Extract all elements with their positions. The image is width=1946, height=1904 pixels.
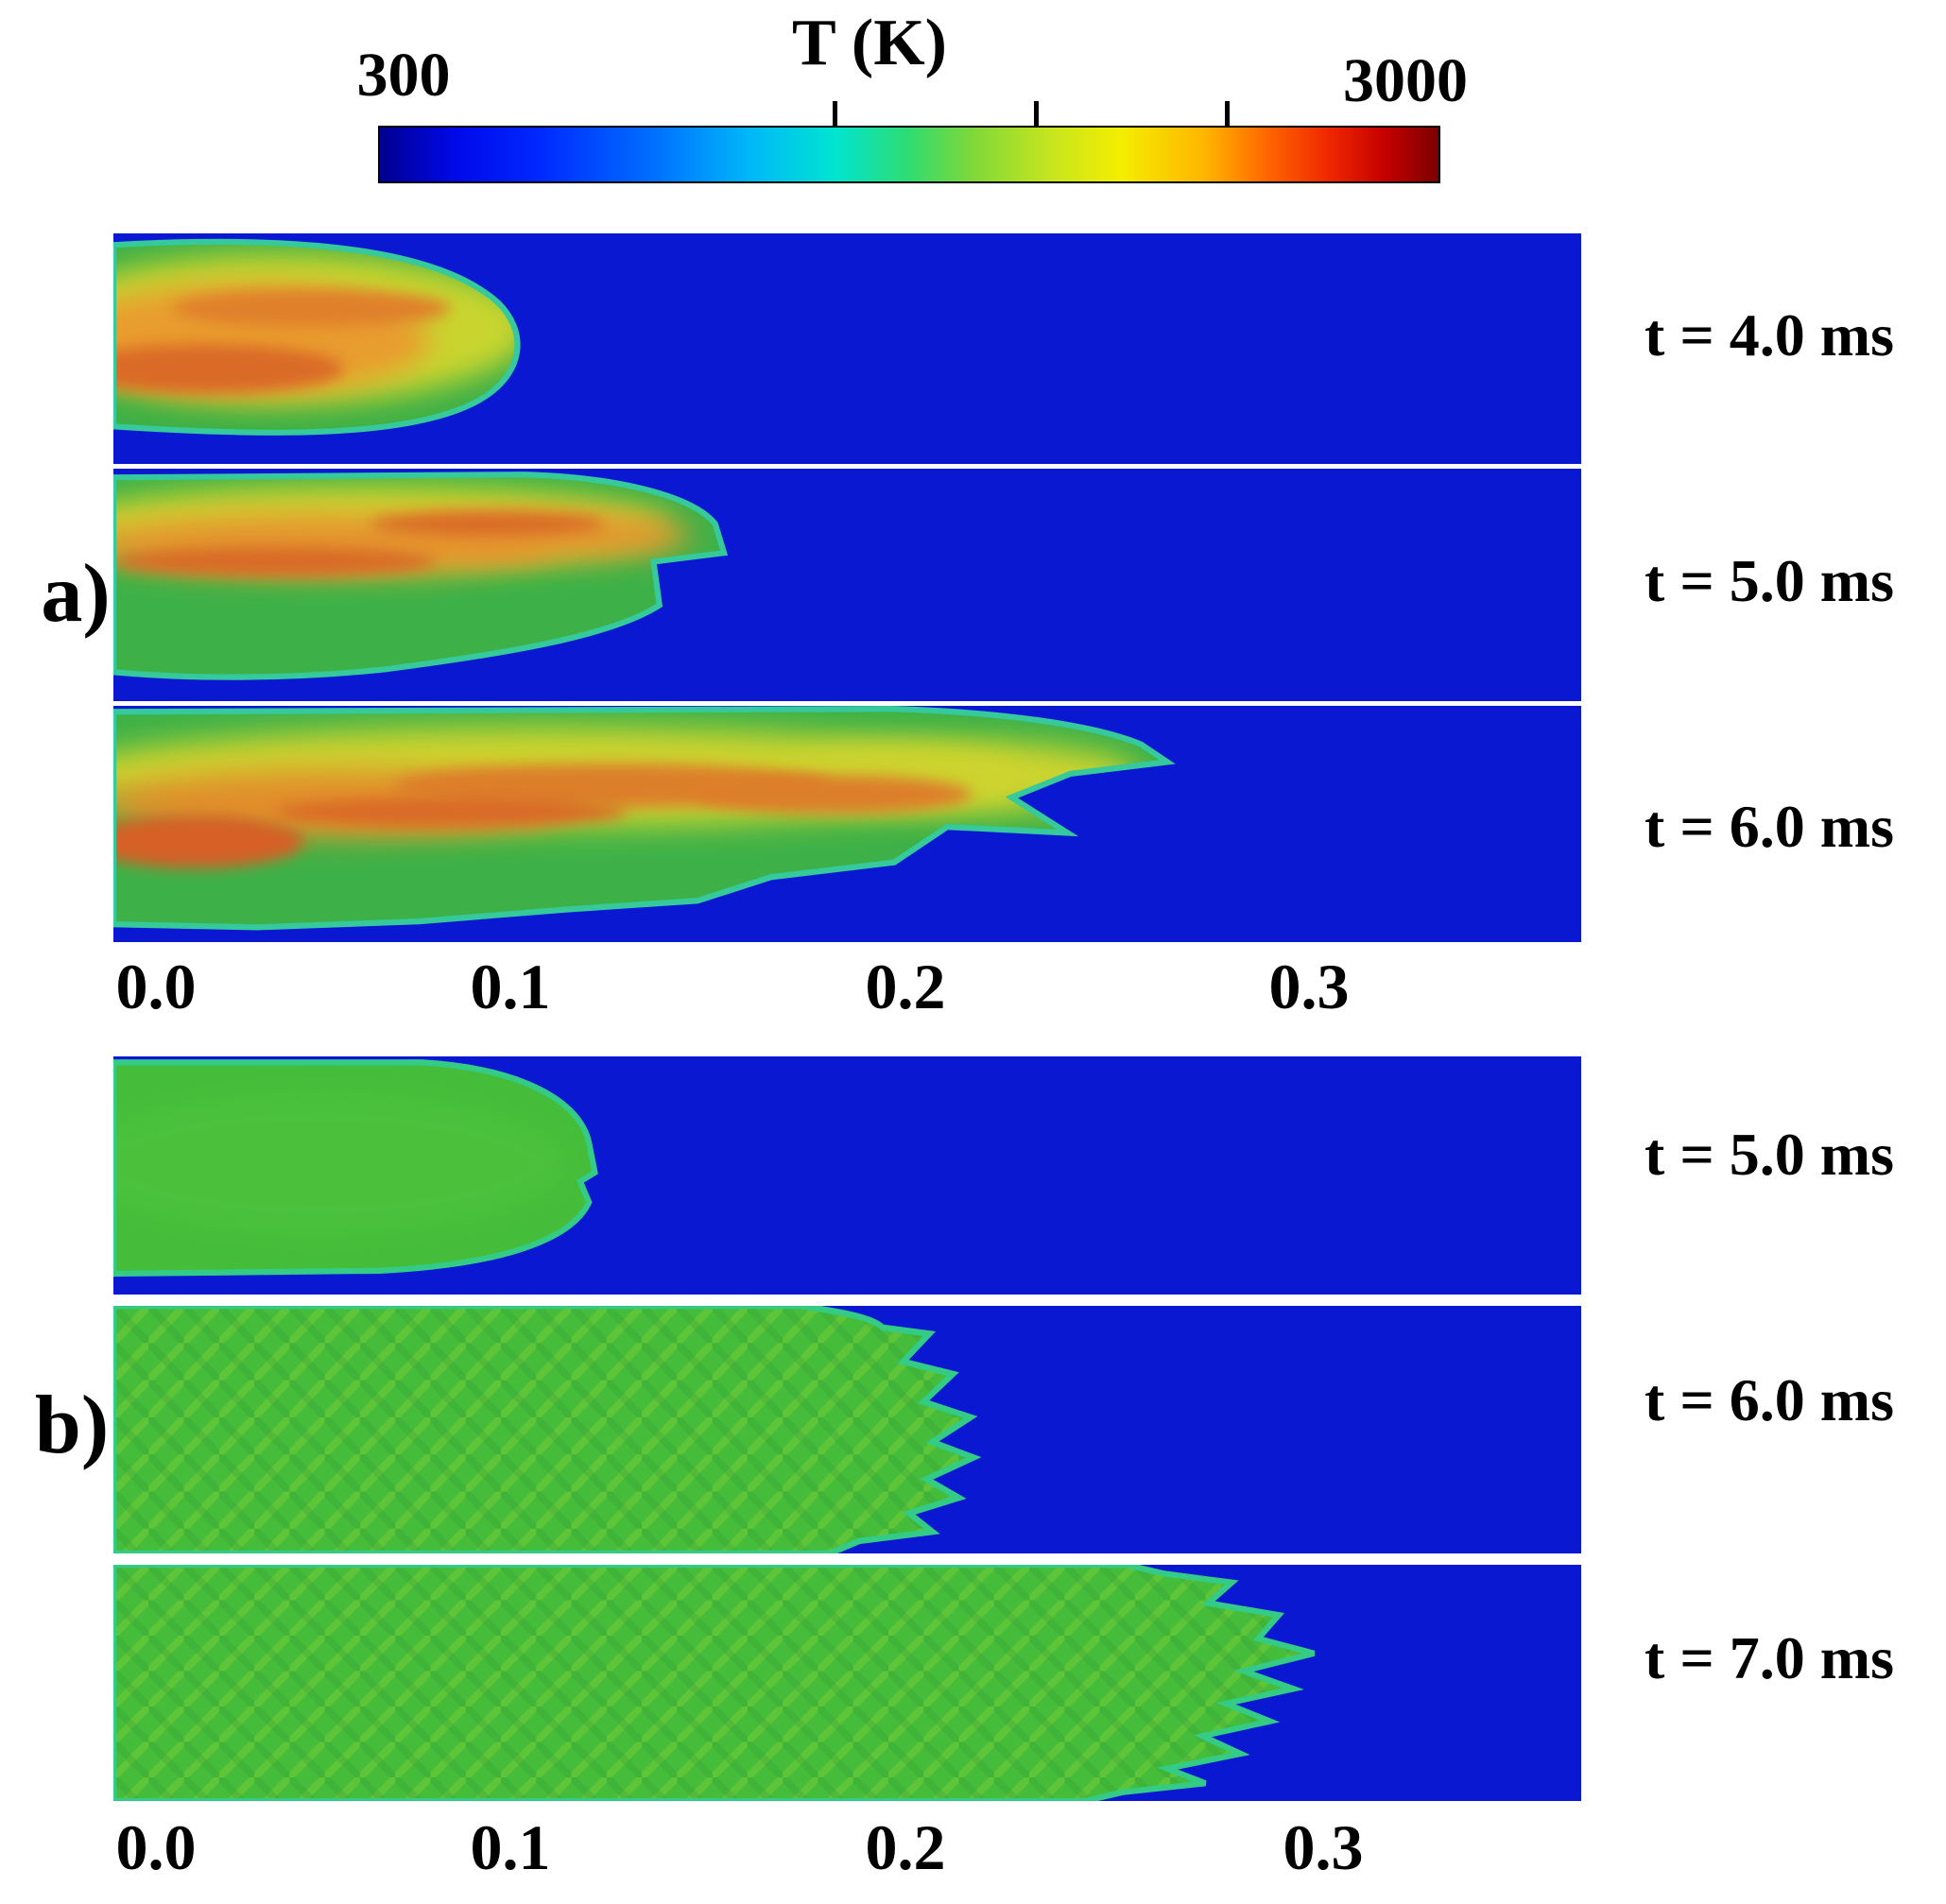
- time-label-a-4ms: t = 4.0 ms: [1645, 301, 1894, 369]
- x-tick-b-0: 0.0: [115, 1811, 197, 1883]
- heatmap-a-t6ms: [113, 706, 1581, 942]
- flame-contour-a3: [113, 706, 1581, 942]
- heatmap-b-t5ms: [113, 1056, 1581, 1295]
- flame-contour-b2: [113, 1306, 1581, 1553]
- heatmap-a-t4ms: [113, 233, 1581, 464]
- colorbar-tick: [1034, 101, 1039, 126]
- heatmap-b-t7ms: [113, 1565, 1581, 1801]
- time-label-a-6ms: t = 6.0 ms: [1645, 793, 1894, 860]
- colorbar-title: T (K): [792, 7, 947, 79]
- x-tick-a-2: 0.2: [865, 951, 946, 1022]
- x-tick-a-0: 0.0: [115, 951, 197, 1022]
- x-tick-b-1: 0.1: [470, 1811, 551, 1883]
- time-label-b-5ms: t = 5.0 ms: [1645, 1121, 1894, 1188]
- colorbar-max-label: 3000: [1343, 46, 1468, 115]
- time-label-b-6ms: t = 6.0 ms: [1645, 1366, 1894, 1433]
- x-tick-a-3: 0.3: [1268, 951, 1350, 1022]
- time-label-a-5ms: t = 5.0 ms: [1645, 547, 1894, 614]
- heatmap-b-t6ms: [113, 1306, 1581, 1553]
- x-tick-b-3: 0.3: [1283, 1811, 1364, 1883]
- flame-contour-a1: [113, 233, 1581, 464]
- colorbar-tick: [1225, 101, 1230, 126]
- flame-contour-b3: [113, 1565, 1581, 1801]
- colorbar-min-label: 300: [356, 41, 451, 110]
- flame-contour-a2: [113, 469, 1581, 701]
- x-tick-a-1: 0.1: [470, 951, 551, 1022]
- flame-contour-b1: [113, 1056, 1581, 1295]
- colorbar-gradient: [378, 126, 1440, 183]
- colorbar-tick: [833, 101, 837, 126]
- heatmap-a-t5ms: [113, 469, 1581, 701]
- panel-b-label: b): [34, 1380, 110, 1471]
- panel-a-label: a): [41, 548, 111, 640]
- x-tick-b-2: 0.2: [865, 1811, 946, 1883]
- time-label-b-7ms: t = 7.0 ms: [1645, 1624, 1894, 1691]
